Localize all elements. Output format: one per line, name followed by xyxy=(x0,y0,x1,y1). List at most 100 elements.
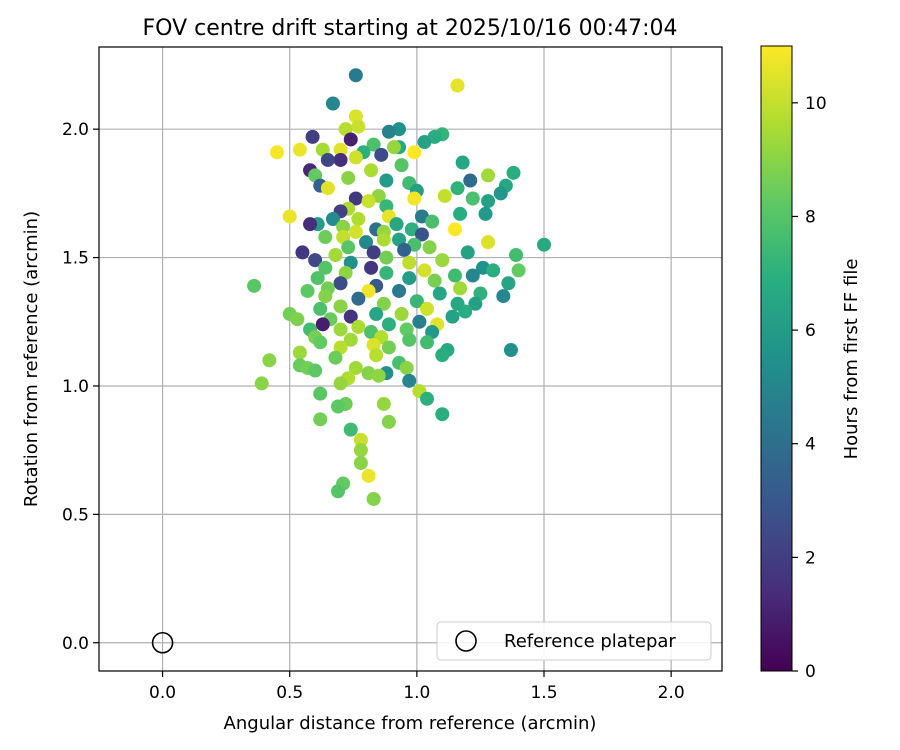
data-point xyxy=(333,299,348,314)
data-point xyxy=(374,147,389,162)
data-point xyxy=(392,283,407,298)
data-point xyxy=(407,145,422,160)
data-point xyxy=(399,360,414,375)
data-point xyxy=(262,353,277,368)
data-point xyxy=(379,173,394,188)
data-point xyxy=(303,217,318,232)
data-point xyxy=(366,245,381,260)
x-tick-label: 2.0 xyxy=(658,683,685,703)
data-point xyxy=(481,235,496,250)
data-point xyxy=(432,286,447,301)
data-point xyxy=(361,468,376,483)
legend: Reference platepar xyxy=(436,621,712,661)
data-point xyxy=(397,242,412,257)
data-point xyxy=(376,396,391,411)
data-point xyxy=(351,212,366,227)
data-point xyxy=(437,188,452,203)
data-point xyxy=(496,289,511,304)
data-point xyxy=(361,194,376,209)
data-point xyxy=(351,291,366,306)
chart-title: FOV centre drift starting at 2025/10/16 … xyxy=(143,16,678,41)
data-point xyxy=(369,307,384,322)
data-point xyxy=(425,214,440,229)
data-point xyxy=(292,345,307,360)
data-point xyxy=(313,301,328,316)
data-point xyxy=(366,137,381,152)
data-point xyxy=(318,289,333,304)
data-point xyxy=(412,314,427,329)
data-point xyxy=(537,237,551,252)
data-point xyxy=(300,283,315,298)
data-point xyxy=(333,376,348,391)
colorbar-tick-label: 6 xyxy=(805,321,816,341)
data-point xyxy=(353,443,368,458)
data-point xyxy=(308,363,323,378)
legend-reference-symbol xyxy=(455,630,477,652)
data-point xyxy=(371,368,386,383)
data-point xyxy=(379,250,394,265)
data-point xyxy=(364,163,379,178)
data-point xyxy=(313,386,328,401)
y-tick-label: 0.5 xyxy=(62,505,89,525)
data-point xyxy=(292,142,307,157)
data-point xyxy=(455,155,470,170)
data-point xyxy=(341,240,356,255)
y-axis-label: Rotation from reference (arcmin) xyxy=(21,211,42,507)
data-point xyxy=(394,158,409,173)
data-point xyxy=(328,248,343,262)
data-point xyxy=(402,255,417,270)
data-point xyxy=(420,301,435,316)
data-point xyxy=(414,227,429,242)
data-point xyxy=(353,456,368,470)
data-point xyxy=(247,278,262,293)
data-point xyxy=(509,248,524,262)
data-point xyxy=(458,304,473,319)
y-axis-ticks: 0.0 0.5 1.0 1.5 2.0 xyxy=(62,120,99,654)
data-point xyxy=(333,322,348,337)
data-point xyxy=(333,142,348,157)
data-point xyxy=(348,68,363,83)
data-point xyxy=(343,309,358,324)
data-point xyxy=(450,78,465,93)
x-axis-label: Angular distance from reference (arcmin) xyxy=(224,713,597,734)
data-point xyxy=(331,484,346,499)
data-point xyxy=(348,191,363,206)
data-point xyxy=(381,414,396,429)
data-point xyxy=(394,307,409,322)
data-point xyxy=(333,276,348,291)
colorbar-tick-label: 10 xyxy=(805,94,827,114)
colorbar xyxy=(760,45,793,672)
data-point xyxy=(282,209,297,224)
data-point xyxy=(409,294,424,309)
data-point xyxy=(333,152,348,167)
data-point xyxy=(493,186,508,201)
data-point xyxy=(435,348,450,363)
data-point xyxy=(445,309,460,324)
data-point xyxy=(381,317,396,332)
legend-reference-label: Reference platepar xyxy=(504,631,676,652)
plot-frame xyxy=(98,46,723,672)
data-point xyxy=(290,312,305,327)
data-point xyxy=(313,335,328,350)
data-point xyxy=(351,119,366,134)
data-point xyxy=(320,181,335,196)
data-point xyxy=(318,230,333,245)
data-point xyxy=(481,194,496,209)
y-tick-label: 2.0 xyxy=(62,120,89,140)
data-point xyxy=(435,253,450,268)
data-point xyxy=(453,281,468,296)
data-point xyxy=(501,276,516,291)
data-point xyxy=(407,191,422,206)
data-point xyxy=(381,124,396,139)
data-point xyxy=(402,271,417,286)
colorbar-ticks: 0 2 4 6 8 10 xyxy=(792,94,827,682)
data-point xyxy=(369,348,384,363)
data-point xyxy=(481,168,496,183)
data-point xyxy=(343,422,358,437)
data-point xyxy=(417,135,432,150)
x-tick-label: 0.5 xyxy=(276,683,303,703)
data-point xyxy=(468,296,483,311)
data-point xyxy=(381,340,396,355)
data-point xyxy=(315,317,330,332)
